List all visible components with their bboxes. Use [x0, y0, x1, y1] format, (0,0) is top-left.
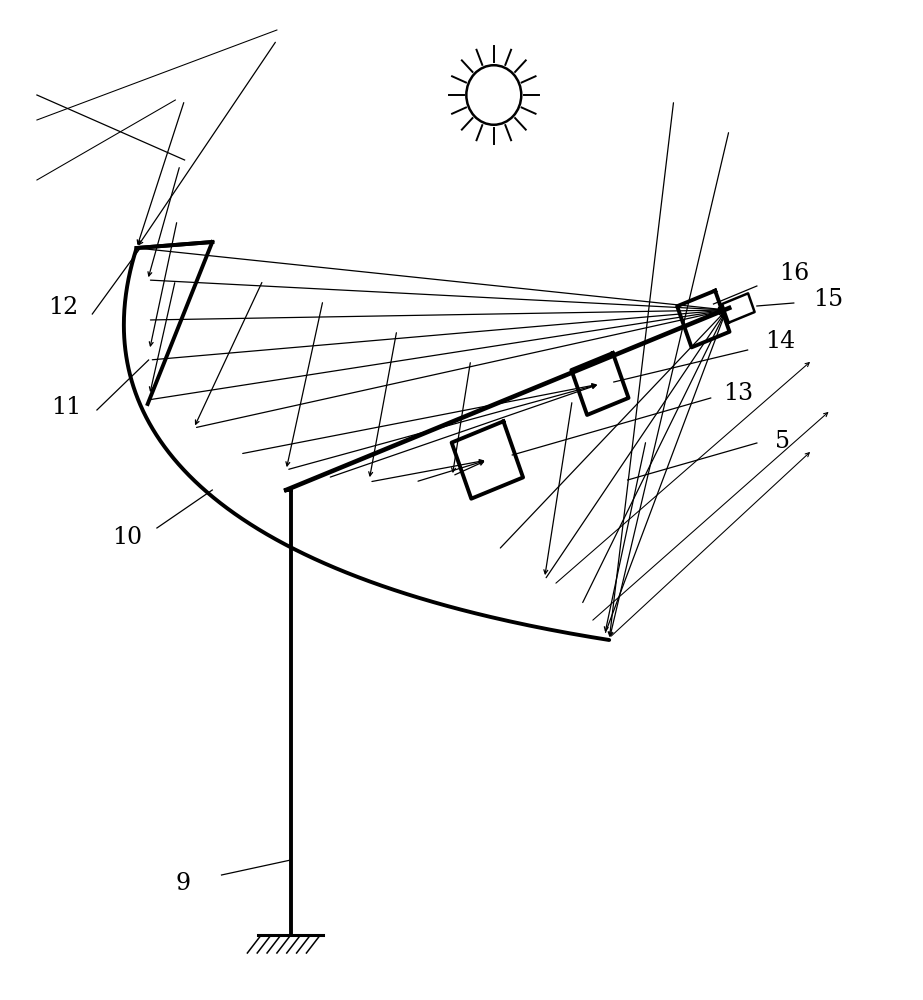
Text: 9: 9	[175, 871, 190, 894]
Text: 16: 16	[779, 262, 809, 286]
Text: 15: 15	[813, 288, 843, 312]
Text: 13: 13	[724, 381, 753, 404]
Text: 10: 10	[113, 526, 142, 550]
Text: 11: 11	[52, 395, 81, 418]
Text: 12: 12	[48, 296, 78, 320]
Text: 5: 5	[775, 430, 790, 454]
Text: 14: 14	[765, 330, 795, 354]
